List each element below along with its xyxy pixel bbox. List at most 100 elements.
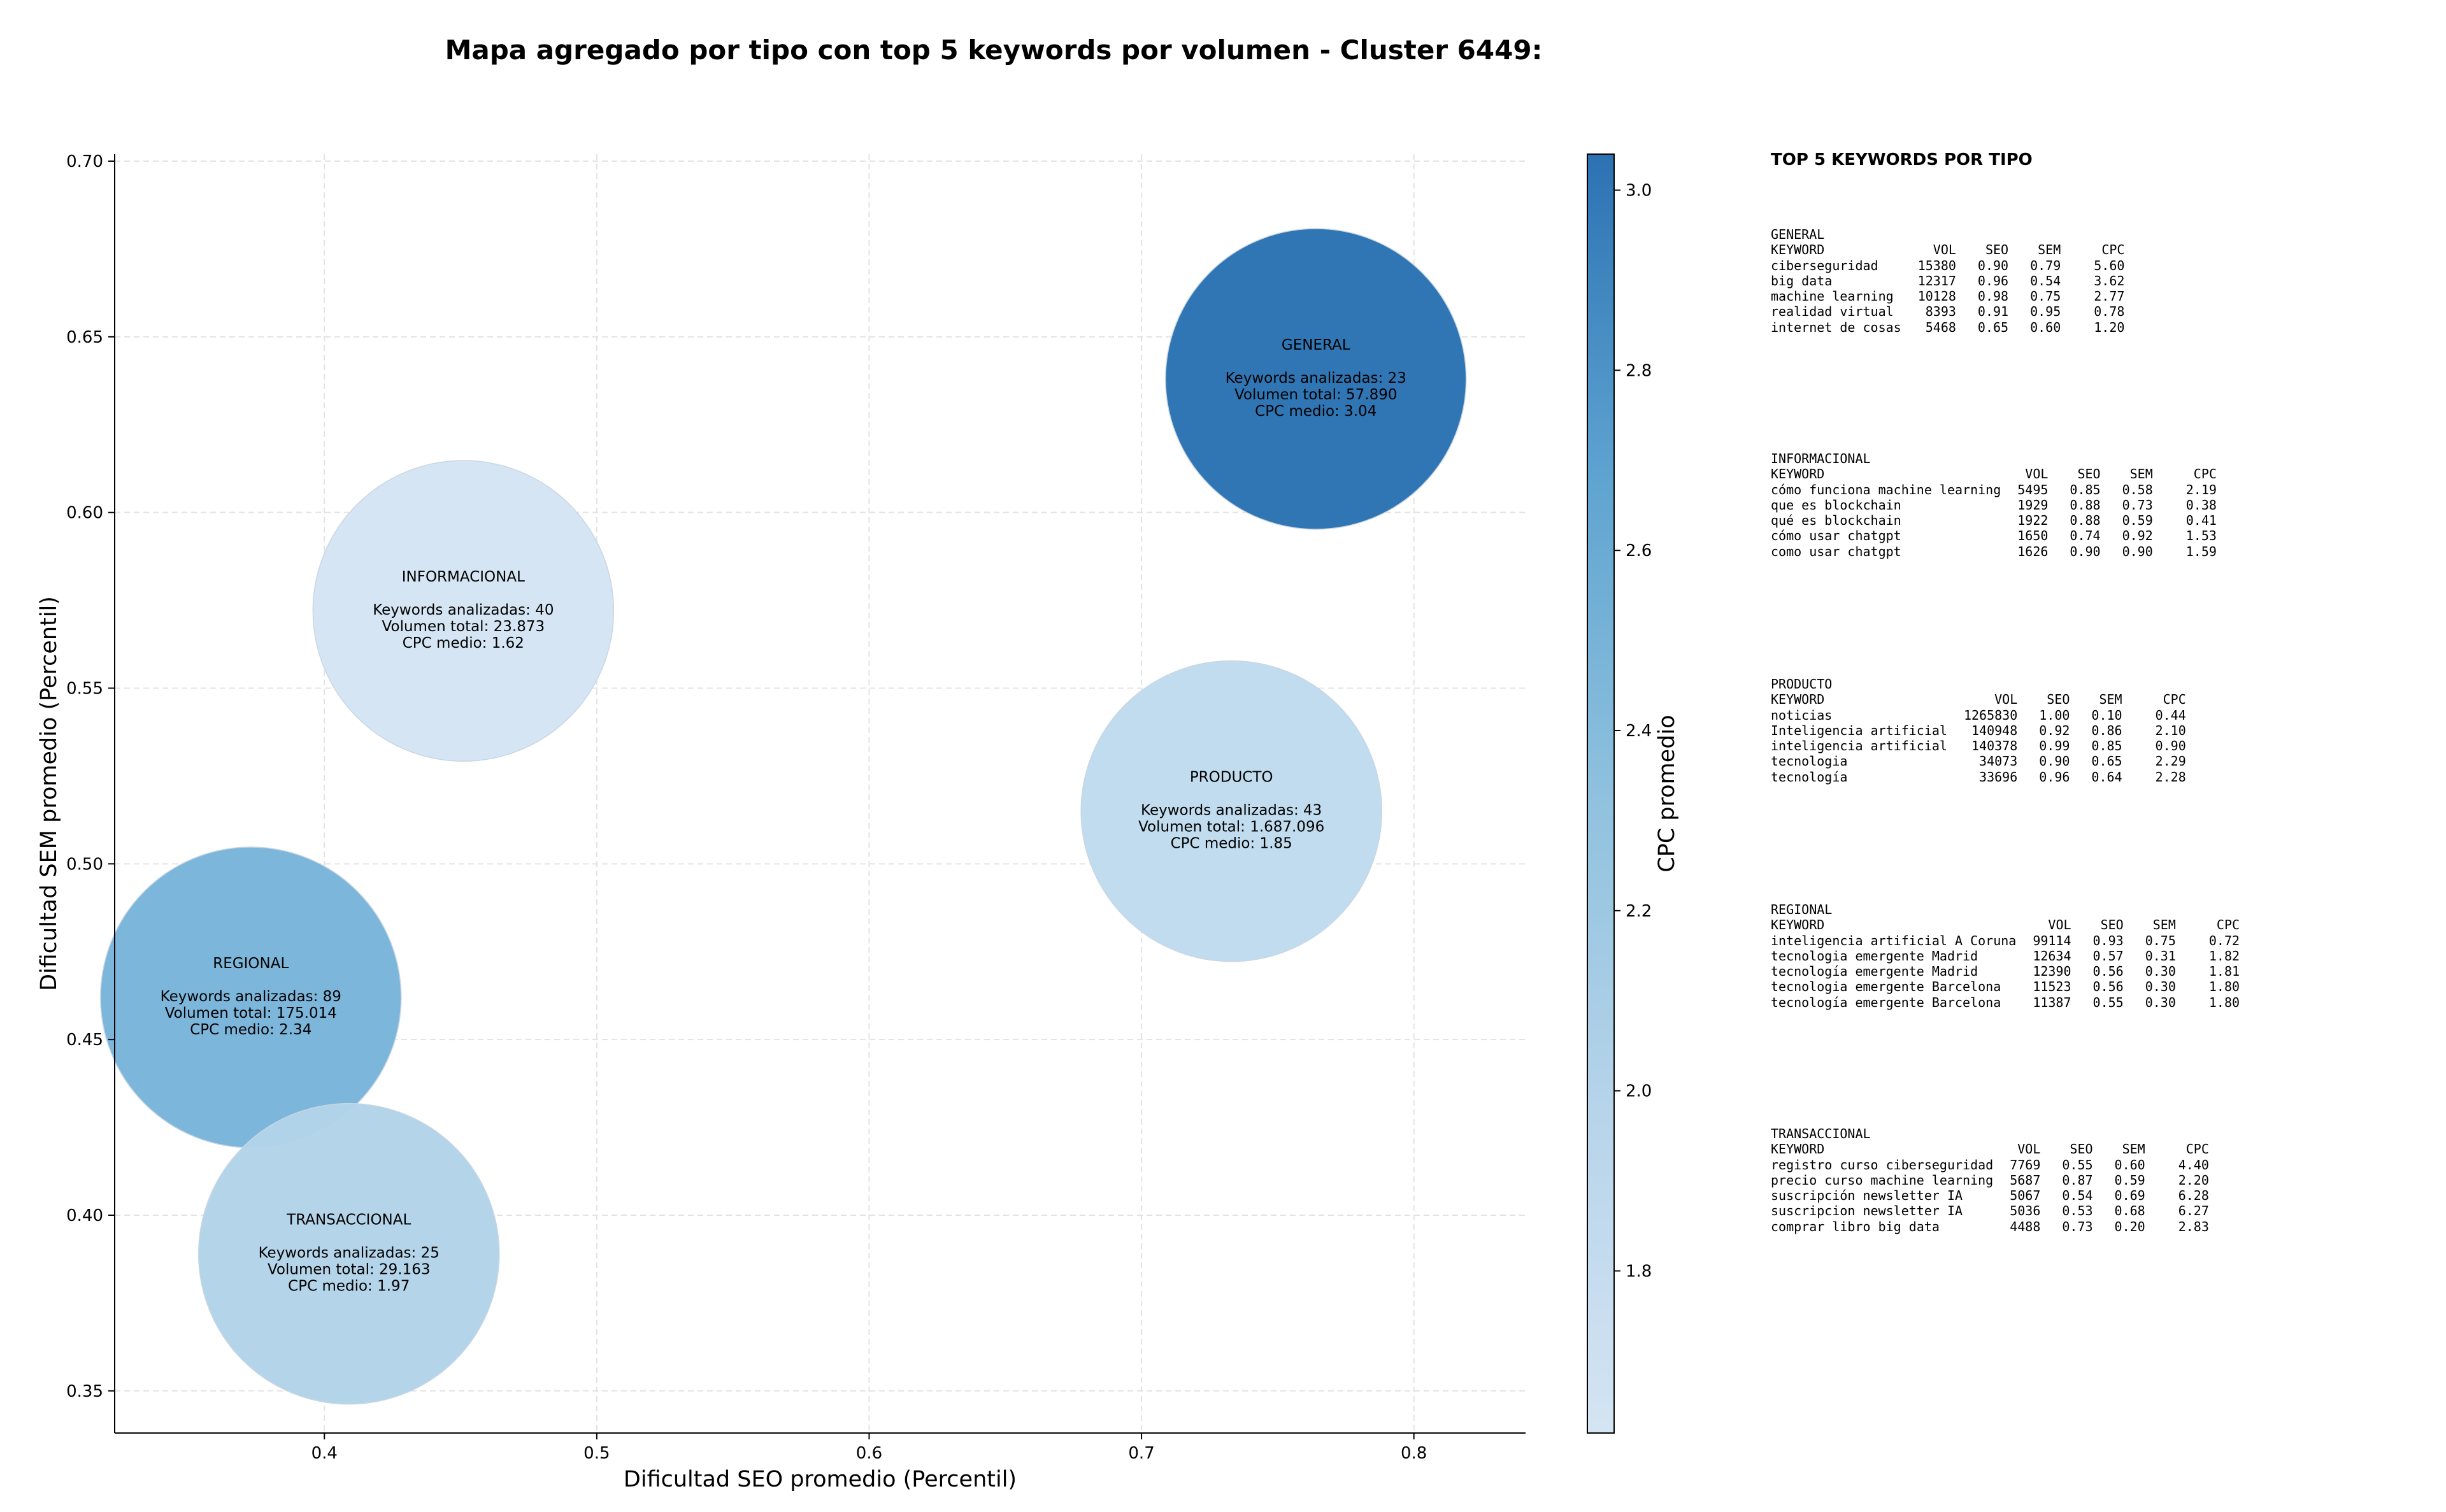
- table-cell: cómo funciona machine learning: [1771, 481, 2001, 497]
- bubble-cpc-label: CPC medio: 2.34: [190, 1022, 311, 1038]
- section-name: GENERAL: [1771, 227, 1825, 242]
- table-cell: 0.58: [2122, 481, 2153, 497]
- section-informacional: INFORMACIONAL KEYWORD VOL SEO SEM CPC cómo fun…: [1771, 451, 2217, 559]
- top-keywords-panel: TOP 5 KEYWORDS POR TIPO GENERAL KEYWORD VO…: [1771, 150, 2433, 1424]
- table-row: como usar chatgpt 1626 0.90 0.90 1.59: [1771, 544, 2217, 559]
- table-cell: suscripcion newsletter IA: [1771, 1203, 1963, 1219]
- bubble-count-label: Keywords analizadas: 43: [1141, 802, 1322, 819]
- column-header: CPC: [2216, 917, 2240, 933]
- column-header: SEO: [1985, 242, 2009, 258]
- table-row: precio curso machine learning 5687 0.87 0.5…: [1771, 1173, 2209, 1188]
- x-tick-label: 0.8: [1401, 1444, 1427, 1463]
- table-cell: 2.20: [2178, 1172, 2209, 1188]
- table-row: Inteligencia artificial 140948 0.92 0.86 2.1…: [1771, 723, 2186, 738]
- bubble-count-label: Keywords analizadas: 40: [373, 602, 554, 618]
- table-cell: 0.78: [2094, 304, 2125, 320]
- table-cell: 8393: [1925, 304, 1956, 320]
- table-cell: 0.72: [2208, 932, 2240, 948]
- table-cell: 11523: [2033, 979, 2071, 995]
- bubble-transaccional: TRANSACCIONAL Keywords analizadas: 25Volu…: [197, 1102, 500, 1405]
- bubble-volume-label: Volumen total: 175.014: [165, 1005, 337, 1022]
- table-cell: inteligencia artificial: [1771, 738, 1947, 754]
- table-cell: 1650: [2017, 528, 2049, 544]
- table-row: ciberseguridad 15380 0.90 0.79 5.60: [1771, 258, 2124, 273]
- table-cell: 0.68: [2114, 1203, 2145, 1219]
- bubble-count-label: Keywords analizadas: 89: [161, 988, 341, 1005]
- bubble-volume-label: Volumen total: 1.687.096: [1138, 819, 1324, 836]
- y-tick-label: 0.50: [66, 855, 103, 874]
- table-row: inteligencia artificial A Coruna 99114 0.9…: [1771, 933, 2240, 948]
- table-row: suscripcion newsletter IA 5036 0.53 0.68 6.2…: [1771, 1203, 2209, 1218]
- bubble-count-label: Keywords analizadas: 25: [259, 1245, 440, 1262]
- table-cell: 0.44: [2155, 707, 2186, 723]
- table-row: cómo usar chatgpt 1650 0.74 0.92 1.53: [1771, 528, 2217, 543]
- table-cell: 0.90: [2155, 738, 2186, 754]
- table-cell: 0.59: [2122, 513, 2153, 529]
- table-row: tecnologia 34073 0.90 0.65 2.29: [1771, 753, 2186, 769]
- table-row: tecnología 33696 0.96 0.64 2.28: [1771, 769, 2186, 785]
- table-cell: 0.96: [1977, 273, 2009, 289]
- table-cell: 1.53: [2185, 528, 2217, 544]
- table-cell: 0.59: [2114, 1172, 2145, 1188]
- colorbar-tick-label: 1.8: [1626, 1262, 1652, 1281]
- table-cell: 0.53: [2062, 1203, 2093, 1219]
- table-cell: 0.87: [2062, 1172, 2093, 1188]
- table-row: machine learning 10128 0.98 0.75 2.77: [1771, 289, 2124, 304]
- table-cell: 5495: [2017, 481, 2049, 497]
- bubble-cpc-label: CPC medio: 1.85: [1171, 836, 1292, 852]
- table-cell: 0.73: [2062, 1218, 2093, 1234]
- y-tick-label: 0.65: [66, 328, 103, 347]
- table-row: cómo funciona machine learning 5495 0.85 0.…: [1771, 482, 2217, 497]
- column-header: SEM: [2099, 692, 2122, 708]
- table-cell: 1.59: [2185, 543, 2217, 559]
- colorbar-tick-label: 3.0: [1626, 182, 1652, 201]
- table-cell: 0.55: [2092, 994, 2124, 1010]
- table-cell: 2.28: [2155, 769, 2186, 785]
- table-cell: ciberseguridad: [1771, 257, 1878, 273]
- table-cell: 0.30: [2145, 979, 2176, 995]
- table-row: qué es blockchain 1922 0.88 0.59 0.41: [1771, 513, 2217, 528]
- table-cell: 0.64: [2091, 769, 2122, 785]
- column-header: CPC: [2193, 466, 2217, 482]
- bubble-name: INFORMACIONAL: [402, 569, 525, 585]
- colorbar-tick-label: 2.6: [1626, 541, 1652, 560]
- table-cell: 33696: [1979, 769, 2018, 785]
- table-cell: 0.60: [2114, 1157, 2145, 1173]
- bubble-volume-label: Volumen total: 23.873: [382, 618, 545, 635]
- bubble-circle: [1164, 228, 1467, 530]
- table-cell: 0.92: [2122, 528, 2153, 544]
- bubble-cpc-label: CPC medio: 1.62: [403, 635, 524, 652]
- bubble-name: GENERAL: [1282, 337, 1350, 353]
- bubble-volume-label: Volumen total: 57.890: [1234, 387, 1398, 403]
- table-cell: 1.81: [2208, 964, 2240, 980]
- x-tick-label: 0.4: [311, 1444, 338, 1463]
- table-row: realidad virtual 8393 0.91 0.95 0.78: [1771, 304, 2124, 319]
- table-header-row: KEYWORD VOL SEO SEM CPC: [1771, 917, 2240, 932]
- column-header: SEO: [2070, 1141, 2093, 1157]
- table-cell: 0.10: [2091, 707, 2122, 723]
- bubble-name: TRANSACCIONAL: [286, 1212, 411, 1229]
- table-cell: 0.90: [2122, 543, 2153, 559]
- section-name: REGIONAL: [1771, 902, 1833, 917]
- table-cell: cómo usar chatgpt: [1771, 528, 1901, 544]
- table-cell: 0.75: [2030, 289, 2061, 304]
- x-axis-label: Dificultad SEO promedio (Percentil): [624, 1467, 1017, 1492]
- bubble-volume-label: Volumen total: 29.163: [268, 1262, 431, 1278]
- table-cell: como usar chatgpt: [1771, 543, 1901, 559]
- table-cell: Inteligencia artificial: [1771, 722, 1947, 738]
- table-header-row: KEYWORD VOL SEO SEM CPC: [1771, 466, 2217, 481]
- table-cell: big data: [1771, 273, 1833, 289]
- table-cell: 0.56: [2092, 964, 2124, 980]
- y-tick-label: 0.40: [66, 1206, 103, 1225]
- colorbar-tick-label: 2.0: [1626, 1082, 1652, 1101]
- x-tick-label: 0.7: [1128, 1444, 1154, 1463]
- table-row: suscripción newsletter IA 5067 0.54 0.69 6.2…: [1771, 1188, 2209, 1203]
- colorbar-tick-label: 2.4: [1626, 722, 1652, 741]
- table-row: big data 12317 0.96 0.54 3.62: [1771, 273, 2124, 289]
- table-cell: 0.90: [2039, 753, 2070, 769]
- table-cell: tecnología emergente Madrid: [1771, 964, 1978, 980]
- table-cell: 0.20: [2114, 1218, 2145, 1234]
- table-cell: 0.65: [2091, 753, 2122, 769]
